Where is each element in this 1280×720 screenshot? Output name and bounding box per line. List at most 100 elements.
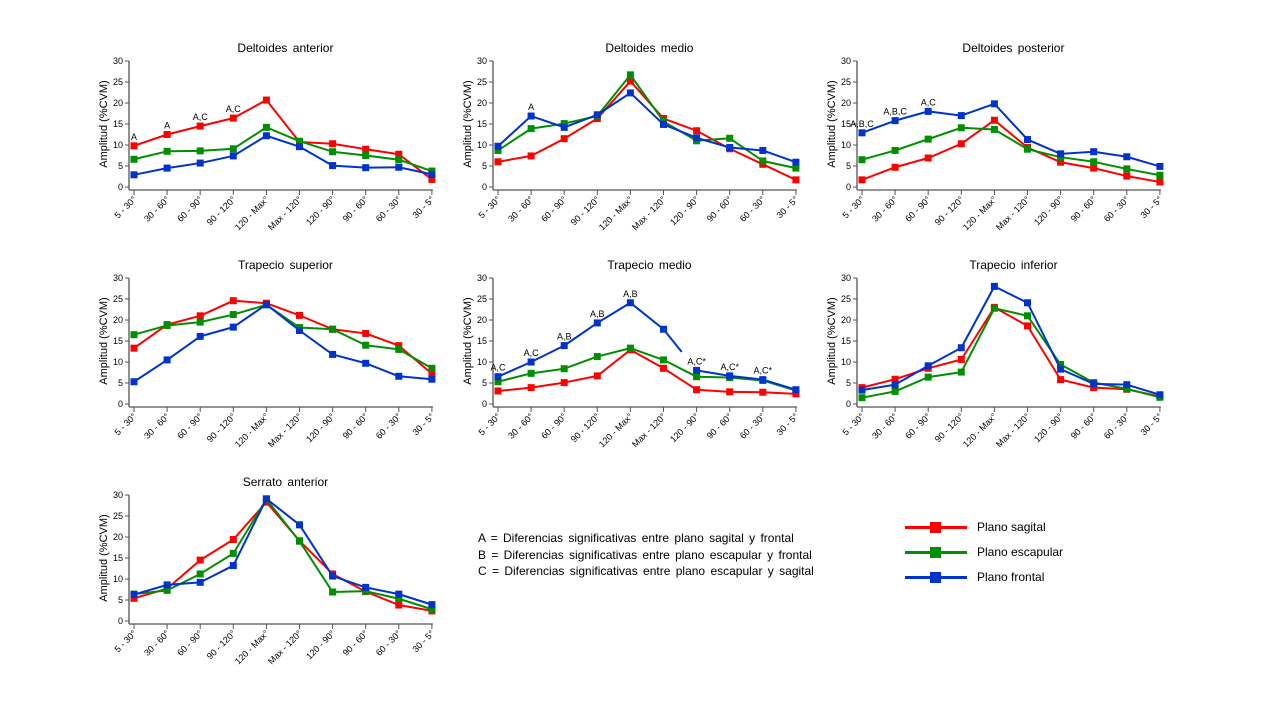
data-point (362, 152, 370, 159)
series-segment (1060, 156, 1094, 163)
series-segment (729, 147, 764, 166)
data-point (229, 311, 237, 319)
chart-panel: Deltoides anterior Amplitud (%CVM) 0 5 10 15 2… (98, 41, 437, 232)
significance-annotation: A,B (623, 289, 638, 299)
data-point (494, 158, 502, 166)
x-tick-label: 90 - 60° (1069, 411, 1099, 441)
series-segment (133, 150, 168, 161)
series-segment (166, 125, 201, 136)
data-point (130, 344, 138, 352)
series-plano-frontal (858, 282, 1164, 399)
data-point (626, 344, 634, 352)
y-axis-label: Amplitud (%CVM) (826, 297, 838, 384)
x-tick-label: Max - 120° (630, 194, 668, 232)
data-point (990, 100, 998, 108)
y-tick-label: 30 (113, 273, 123, 283)
y-tick-label: 5 (846, 161, 851, 171)
y-tick-label: 10 (841, 140, 851, 150)
series-segment (1026, 302, 1062, 370)
y-tick-label: 30 (841, 273, 851, 283)
x-tick-label: 120 - Max° (961, 411, 999, 449)
data-point (130, 591, 138, 599)
series-segment (696, 375, 730, 379)
data-point (693, 373, 701, 381)
data-point (196, 147, 204, 155)
significance-annotation: A (528, 102, 534, 112)
series-plano-sagital (130, 297, 436, 378)
legend-label-escapular: Plano escapular (977, 545, 1064, 559)
x-tick-label: 120 - Max° (597, 411, 635, 449)
series-segment (1126, 155, 1161, 168)
series-segment (629, 301, 665, 331)
x-tick-label: 30 - 60° (142, 628, 172, 658)
series-segment (629, 74, 665, 123)
series-segment (1126, 175, 1161, 183)
data-point (262, 123, 270, 131)
data-point (593, 319, 601, 327)
x-tick-label: 30 - 60° (142, 411, 172, 441)
x-tick-label: 60 - 90° (903, 411, 933, 441)
y-tick-label: 0 (118, 182, 123, 192)
data-point (362, 341, 370, 349)
data-point (626, 89, 634, 97)
series-segment (1027, 138, 1061, 155)
series-segment (133, 133, 168, 147)
data-point (626, 77, 634, 85)
x-tick-label: 120 - 90° (668, 194, 701, 227)
x-tick-label: Max - 120° (266, 194, 304, 232)
chart-title: Trapecio superior (238, 258, 333, 272)
y-axis-label: Amplitud (%CVM) (826, 80, 838, 167)
data-point (560, 379, 568, 387)
series-plano-frontal (130, 300, 436, 386)
data-point (395, 156, 403, 164)
data-point (957, 124, 965, 132)
legend-marker-escapular (930, 547, 941, 558)
data-point (163, 164, 171, 172)
series-plano-sagital (858, 116, 1164, 186)
series-segment (861, 378, 896, 389)
series-segment (299, 145, 334, 167)
series-segment (298, 329, 334, 356)
series-segment (894, 364, 929, 386)
data-point (262, 300, 270, 308)
data-point (1090, 164, 1098, 172)
data-point (858, 386, 866, 394)
chart-title: Trapecio medio (607, 258, 692, 272)
series-segment (398, 153, 433, 181)
series-segment (1126, 167, 1161, 177)
series-segment (266, 126, 300, 143)
data-point (395, 590, 403, 598)
series-plano-escapular (494, 71, 800, 172)
x-tick-label: 30 - 60° (142, 194, 172, 224)
y-tick-label: 10 (113, 140, 123, 150)
series-segment (265, 303, 301, 332)
data-point (262, 132, 270, 140)
data-point (494, 373, 502, 381)
series-plano-escapular (858, 124, 1164, 179)
series-segment (133, 167, 168, 176)
data-point (924, 107, 932, 115)
y-tick-label: 15 (477, 336, 487, 346)
series-segment (662, 328, 683, 353)
data-point (196, 318, 204, 326)
data-point (957, 355, 965, 363)
x-tick-label: Max - 120° (994, 411, 1032, 449)
series-segment (894, 138, 929, 152)
data-point (229, 536, 237, 544)
x-tick-label: 120 - 90° (304, 194, 337, 227)
x-tick-label: 30 - 5° (410, 194, 436, 220)
series-segment (530, 381, 565, 389)
y-tick-label: 10 (477, 357, 487, 367)
data-point (1156, 178, 1164, 186)
series-segment (762, 159, 797, 170)
series-segment (629, 348, 664, 370)
series-plano-frontal (130, 495, 436, 609)
data-point (428, 605, 436, 613)
data-point (792, 176, 800, 184)
data-point (891, 163, 899, 171)
series-segment (398, 604, 433, 612)
series-segment (332, 590, 366, 594)
x-tick-label: 120 - 90° (1032, 411, 1065, 444)
series-segment (332, 142, 366, 151)
data-point (229, 297, 237, 305)
